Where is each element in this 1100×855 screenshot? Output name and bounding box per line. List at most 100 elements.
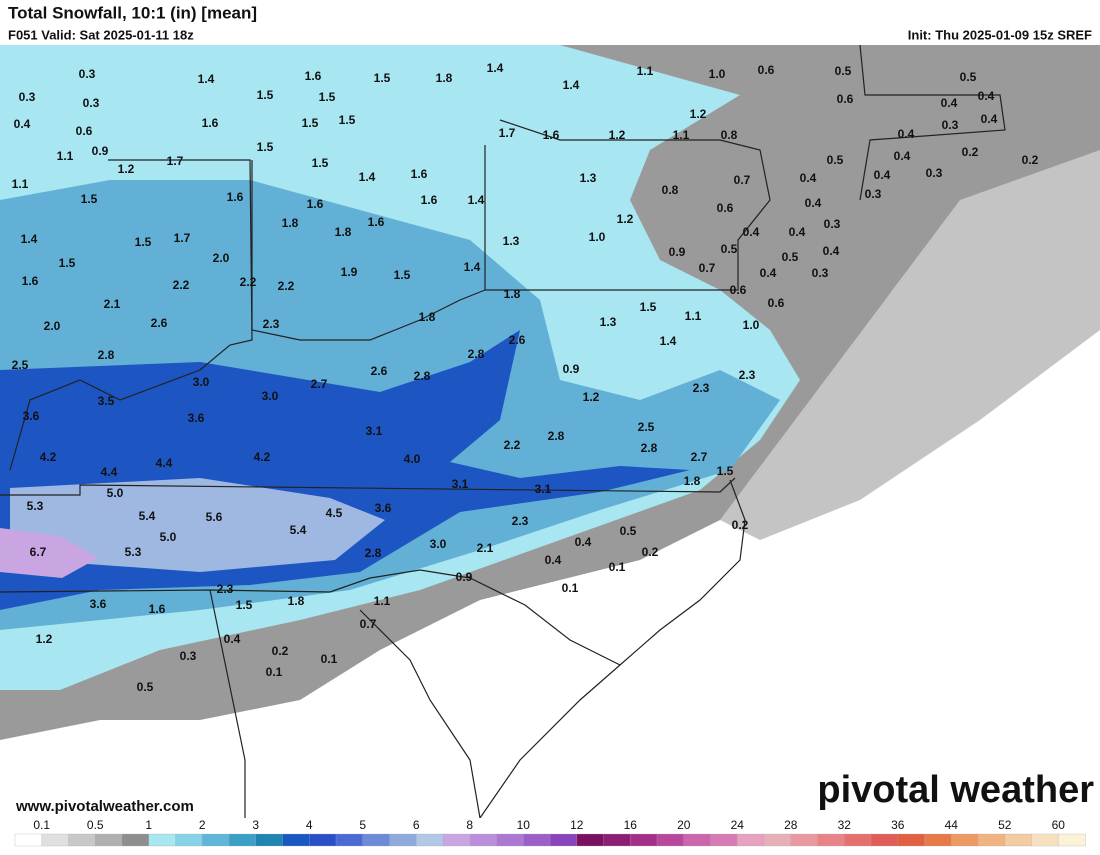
snow-label: 1.1	[12, 177, 29, 191]
snow-label: 1.9	[341, 265, 358, 279]
colorbar-swatch	[1004, 833, 1033, 847]
colorbar-swatch	[389, 833, 417, 847]
colorbar-label: 20	[677, 818, 691, 832]
snow-label: 0.5	[782, 250, 799, 264]
snow-label: 1.8	[335, 225, 352, 239]
colorbar-swatch	[282, 833, 310, 847]
snow-label: 2.8	[98, 348, 115, 362]
colorbar-label: 0.5	[87, 818, 104, 832]
coastline	[479, 479, 746, 819]
colorbar-label: 16	[624, 818, 638, 832]
colorbar-swatch	[870, 833, 899, 847]
colorbar-swatch	[14, 833, 43, 847]
colorbar-label: 52	[998, 818, 1012, 832]
snow-label: 1.1	[637, 64, 654, 78]
snow-label: 0.2	[1022, 153, 1039, 167]
snow-label: 2.8	[414, 369, 431, 383]
snow-label: 3.1	[535, 482, 552, 496]
snow-label: 1.6	[421, 193, 438, 207]
colorbar-swatch	[763, 833, 792, 847]
snow-label: 0.4	[978, 89, 995, 103]
snow-6in	[0, 528, 98, 578]
snow-label: 4.2	[254, 450, 271, 464]
colorbar-swatch	[202, 833, 230, 847]
snow-label: 1.5	[236, 598, 253, 612]
snow-label: 2.8	[548, 429, 565, 443]
colorbar-swatch	[175, 833, 203, 847]
snow-label: 2.3	[217, 582, 234, 596]
snow-label: 0.5	[620, 524, 637, 538]
snow-label: 1.5	[394, 268, 411, 282]
snow-label: 3.6	[375, 501, 392, 515]
snow-label: 0.7	[360, 617, 377, 631]
snow-label: 0.1	[609, 560, 626, 574]
snow-label: 1.2	[617, 212, 634, 226]
colorbar-swatch	[790, 833, 819, 847]
snow-label: 0.9	[456, 570, 473, 584]
snow-label: 1.2	[118, 162, 135, 176]
colorbar-swatch	[1031, 833, 1059, 847]
snow-label: 3.6	[188, 411, 205, 425]
state-lines	[0, 44, 1006, 819]
colorbar-swatch	[228, 833, 257, 847]
colorbar-label: 4	[306, 818, 313, 832]
snow-label: 1.2	[36, 632, 53, 646]
snow-label: 0.5	[960, 70, 977, 84]
snow-label: 0.5	[835, 64, 852, 78]
snow-label: 0.4	[898, 127, 915, 141]
snow-label: 1.8	[419, 310, 436, 324]
snow-label: 1.6	[22, 274, 39, 288]
snow-label: 0.8	[662, 183, 679, 197]
snow-label: 2.2	[173, 278, 190, 292]
colorbar-label: 36	[891, 818, 905, 832]
snow-label: 1.5	[339, 113, 356, 127]
colorbar-label: 60	[1052, 818, 1066, 832]
colorbar-swatch	[309, 833, 337, 847]
snow-label: 1.6	[368, 215, 385, 229]
snow-label: 1.8	[504, 287, 521, 301]
snow-label: 1.6	[307, 197, 324, 211]
snow-label: 1.5	[81, 192, 98, 206]
snow-label: 0.1	[562, 581, 579, 595]
snow-label: 3.6	[23, 409, 40, 423]
snow-label: 1.6	[543, 128, 560, 142]
snow-label: 1.4	[660, 334, 677, 348]
colorbar-swatch	[121, 833, 150, 847]
snow-label: 1.5	[59, 256, 76, 270]
snow-label: 1.8	[282, 216, 299, 230]
colorbar-swatch	[897, 833, 926, 847]
snow-label: 1.5	[257, 88, 274, 102]
colorbar-swatch	[576, 833, 605, 847]
state-line	[209, 589, 246, 818]
state-line	[0, 477, 736, 496]
snow-label: 0.2	[272, 644, 289, 658]
snow-label: 1.8	[288, 594, 305, 608]
snow-label: 0.5	[827, 153, 844, 167]
snow-label: 2.3	[693, 381, 710, 395]
title: Total Snowfall, 10:1 (in) [mean]	[8, 3, 257, 22]
colorbar-swatch	[549, 833, 578, 847]
snow-label: 1.4	[487, 61, 504, 75]
snow-label: 1.2	[609, 128, 626, 142]
colorbar-label: 6	[413, 818, 420, 832]
snow-label: 1.3	[600, 315, 617, 329]
snow-label: 1.6	[411, 167, 428, 181]
map: 0.30.3 0.30.4 0.60.91.11.11.21.51.71.61.41…	[0, 44, 1100, 819]
snow-label: 0.2	[732, 518, 749, 532]
snow-label: 2.2	[240, 275, 257, 289]
snow-label: 0.3	[180, 649, 197, 663]
snow-label: 0.9	[669, 245, 686, 259]
label-layer: 0.30.3 0.30.4 0.60.91.11.11.21.51.71.61.41…	[12, 61, 1039, 694]
snow-label: 5.4	[139, 509, 156, 523]
snow-label: 1.6	[202, 116, 219, 130]
snow-label: 1.6	[305, 69, 322, 83]
snow-label: 2.3	[739, 368, 756, 382]
snow-label: 0.8	[721, 128, 738, 142]
snow-label: 3.0	[430, 537, 447, 551]
colorbar-swatch	[737, 833, 765, 847]
snow-label: 0.4	[800, 171, 817, 185]
colorbar-swatch	[68, 833, 96, 847]
colorbar-swatch	[603, 833, 631, 847]
snow-label: 4.5	[326, 506, 343, 520]
snow-label: 3.1	[366, 424, 383, 438]
